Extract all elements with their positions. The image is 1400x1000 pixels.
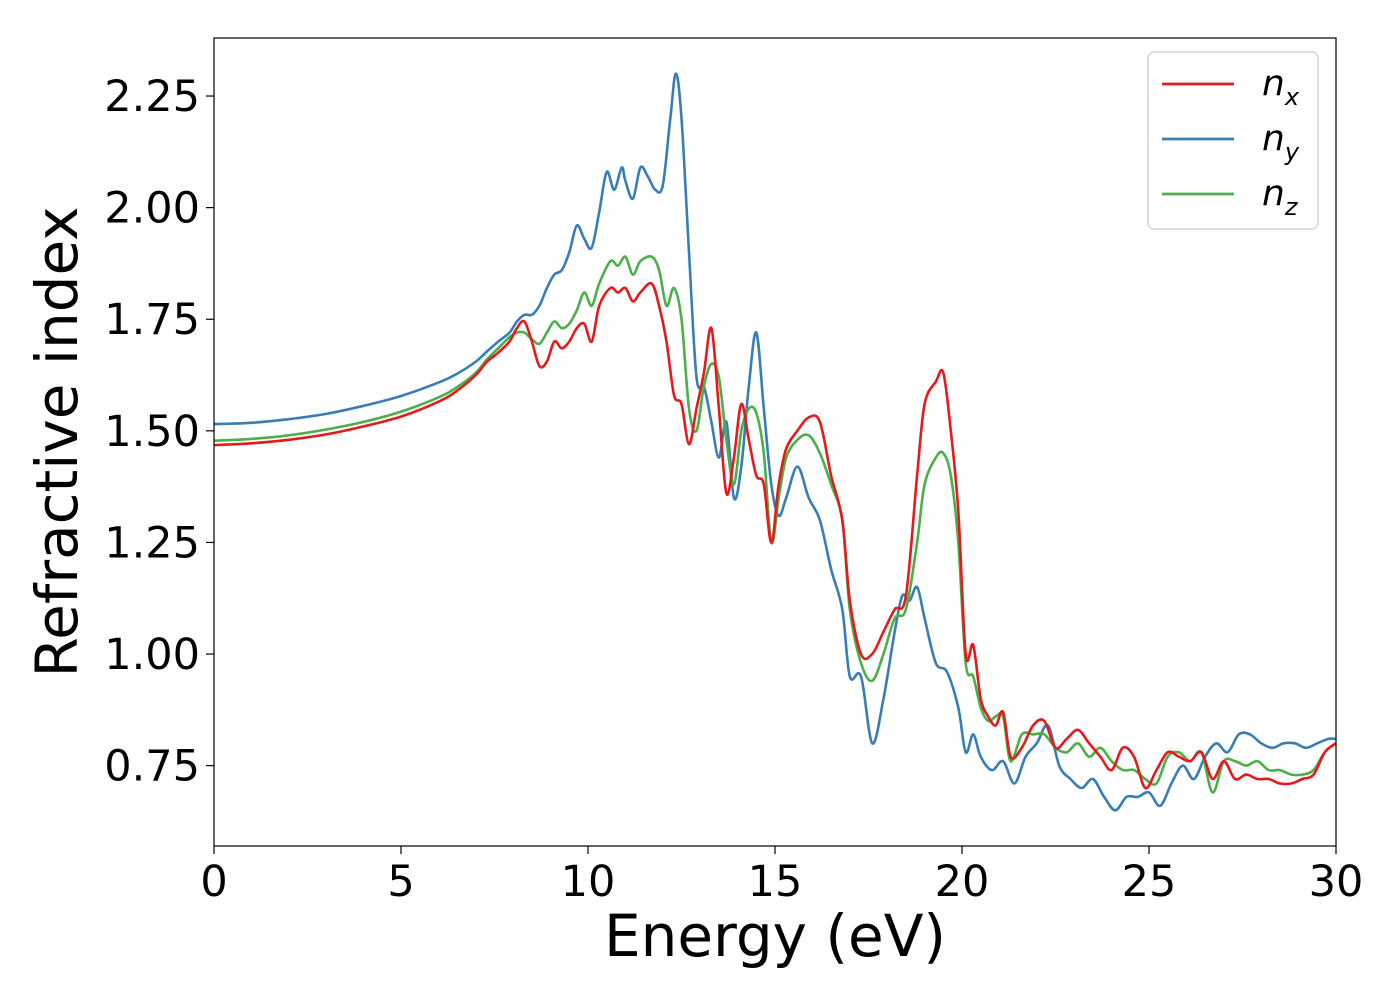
x-axis-title: Energy (eV) — [604, 902, 946, 970]
x-tick-label: 0 — [200, 857, 227, 907]
series-layer — [214, 72, 1336, 812]
y-tick-label: 1.50 — [104, 407, 200, 457]
series-line-x — [214, 281, 1336, 790]
legend-label-x: nx — [1262, 63, 1300, 111]
y-tick-label: 0.75 — [104, 742, 200, 792]
series-line-z — [214, 255, 1336, 794]
legend: nx ny nz — [1147, 51, 1319, 230]
x-tick-label: 15 — [748, 857, 803, 907]
x-tick-label: 5 — [387, 857, 414, 907]
x-tick-label: 30 — [1309, 857, 1364, 907]
x-tick-label: 10 — [561, 857, 616, 907]
x-axis: 0 5 10 15 20 25 30 — [200, 846, 1363, 907]
series-line-y — [214, 72, 1336, 812]
y-tick-label: 1.75 — [104, 295, 200, 345]
y-tick-label: 2.00 — [104, 184, 200, 234]
x-tick-label: 25 — [1122, 857, 1177, 907]
y-axis: 0.75 1.00 1.25 1.50 1.75 2.00 2.25 — [104, 72, 214, 792]
x-tick-label: 20 — [935, 857, 990, 907]
y-tick-label: 1.25 — [104, 518, 200, 568]
y-tick-label: 1.00 — [104, 630, 200, 680]
legend-label-z: nz — [1262, 173, 1299, 221]
y-tick-label: 2.25 — [104, 72, 200, 122]
legend-label-y: ny — [1262, 118, 1300, 166]
legend-box — [1147, 51, 1319, 230]
y-axis-title: Refractive index — [23, 206, 91, 677]
